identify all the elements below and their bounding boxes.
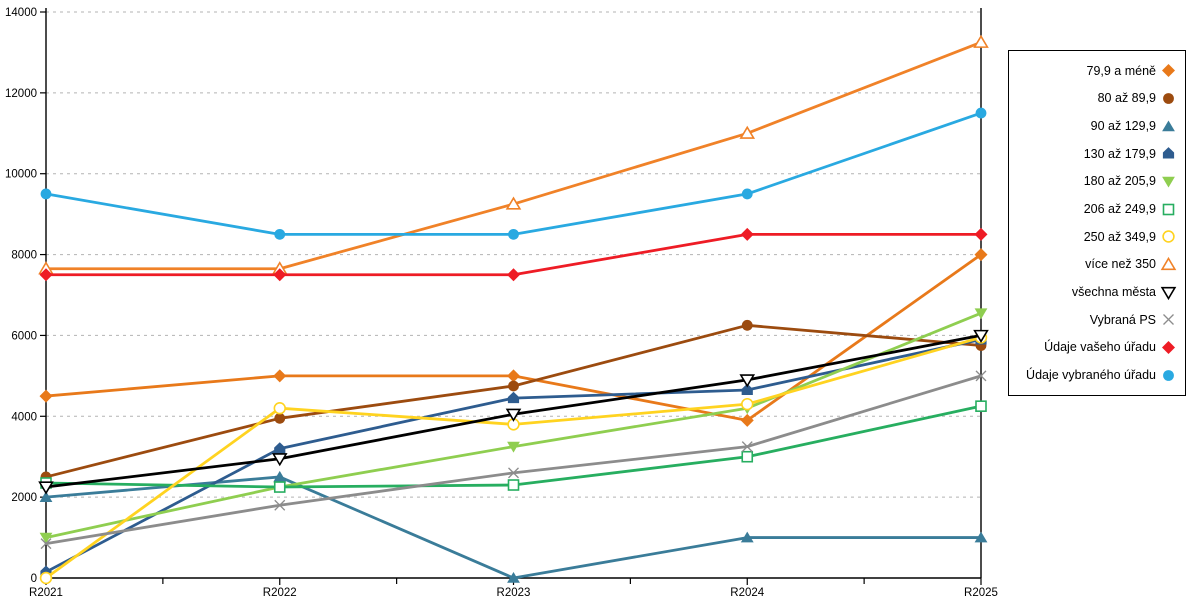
circle-marker-icon bbox=[1163, 93, 1174, 104]
y-tick-label: 2000 bbox=[11, 492, 37, 504]
series-5-206-az-249-9 bbox=[40, 400, 987, 493]
chart-legend: 79,9 a méně 80 až 89,9 90 až 129,9 130 až 1… bbox=[1008, 50, 1186, 396]
series-2-90-az-129-9 bbox=[39, 470, 988, 583]
legend-item-series-3-130-az-179-9: 130 až 179,9 bbox=[1013, 142, 1177, 166]
legend-label: 130 až 179,9 bbox=[1083, 146, 1156, 161]
legend-item-series-6-250-az-349-9: 250 až 349,9 bbox=[1013, 225, 1177, 249]
legend-item-series-7-vice-nez-350: více než 350 bbox=[1013, 252, 1177, 276]
legend-label: 206 až 249,9 bbox=[1083, 202, 1156, 217]
triangle-down-marker-icon bbox=[1160, 286, 1177, 300]
legend-label: všechna města bbox=[1071, 285, 1156, 300]
legend-label: 90 až 129,9 bbox=[1090, 119, 1156, 134]
triangle-down-marker-icon bbox=[1162, 176, 1175, 188]
series-11-udaje-vybraneho-uradu bbox=[40, 107, 987, 240]
legend-item-series-2-90-az-129-9: 90 až 129,9 bbox=[1013, 114, 1177, 138]
legend-label: 250 až 349,9 bbox=[1083, 229, 1156, 244]
circle-marker-icon bbox=[1163, 369, 1174, 381]
legend-label: Vybraná PS bbox=[1089, 312, 1156, 327]
square-marker-icon bbox=[1162, 203, 1175, 215]
legend-item-series-1-80-az-89-9: 80 až 89,9 bbox=[1013, 86, 1177, 110]
series-9-vybrana-ps bbox=[40, 370, 987, 550]
legend-item-series-8-vsechna-mesta: všechna města bbox=[1013, 280, 1177, 304]
x-tick-label: R2023 bbox=[497, 587, 531, 599]
triangle-up-marker-icon bbox=[1160, 256, 1177, 271]
legend-label: 180 až 205,9 bbox=[1083, 174, 1156, 189]
pentagon-marker-icon bbox=[1162, 147, 1175, 159]
diamond-marker-icon bbox=[1162, 340, 1175, 354]
y-tick-label: 6000 bbox=[11, 330, 37, 342]
series-10-udaje-vaseho-uradu bbox=[39, 227, 988, 282]
y-tick-label: 10000 bbox=[5, 169, 37, 181]
x-tick-label: R2024 bbox=[730, 587, 764, 599]
y-tick-label: 14000 bbox=[5, 7, 37, 19]
legend-item-series-11-udaje-vybraneho-uradu: Údaje vybraného úřadu bbox=[1013, 363, 1177, 387]
legend-item-series-4-180-az-205-9: 180 až 205,9 bbox=[1013, 169, 1177, 193]
legend-label: Údaje vybraného úřadu bbox=[1026, 368, 1156, 383]
diamond-marker-icon bbox=[1162, 64, 1175, 78]
y-tick-label: 0 bbox=[31, 573, 37, 585]
x-tick-label: R2025 bbox=[964, 587, 998, 599]
x-tick-label: R2021 bbox=[29, 587, 63, 599]
triangle-up-marker-icon bbox=[1162, 120, 1175, 131]
legend-item-series-5-206-az-249-9: 206 až 249,9 bbox=[1013, 197, 1177, 221]
series-7-vice-nez-350 bbox=[38, 34, 989, 275]
circle-marker-icon bbox=[1162, 230, 1175, 243]
legend-item-series-10-udaje-vaseho-uradu: Údaje vašeho úřadu bbox=[1013, 335, 1177, 359]
legend-item-series-0-79-9-a-mene: 79,9 a méně bbox=[1013, 59, 1177, 83]
legend-item-series-9-vybrana-ps: Vybraná PS bbox=[1013, 308, 1177, 332]
legend-label: Údaje vašeho úřadu bbox=[1044, 340, 1156, 355]
legend-label: 79,9 a méně bbox=[1086, 63, 1157, 78]
legend-label: více než 350 bbox=[1085, 257, 1156, 272]
series-8-vsechna-mesta bbox=[38, 329, 989, 495]
x-tick-label: R2022 bbox=[263, 587, 297, 599]
legend-label: 80 až 89,9 bbox=[1097, 91, 1156, 106]
y-tick-label: 12000 bbox=[5, 88, 37, 100]
x-marker-icon bbox=[1163, 314, 1174, 326]
y-tick-label: 8000 bbox=[11, 250, 37, 262]
y-tick-label: 4000 bbox=[11, 411, 37, 423]
